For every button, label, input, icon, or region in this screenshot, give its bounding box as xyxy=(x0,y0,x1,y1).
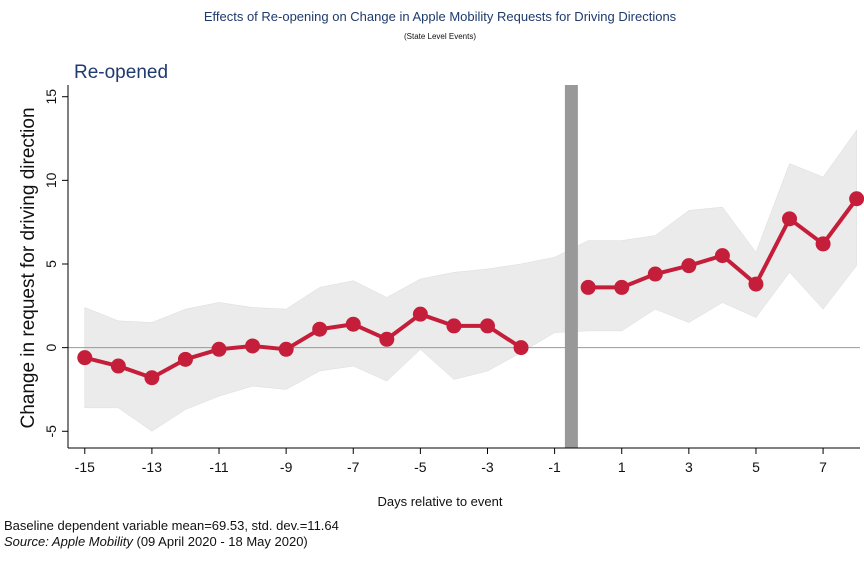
x-tick-label: -3 xyxy=(481,459,494,475)
data-point xyxy=(647,266,663,282)
x-tick-label: -1 xyxy=(548,459,561,475)
chart-subtitle: (State Level Events) xyxy=(404,32,476,41)
data-point xyxy=(110,358,126,374)
y-tick-label: 5 xyxy=(43,260,59,268)
data-point xyxy=(849,191,864,207)
data-point xyxy=(144,370,160,386)
data-point xyxy=(513,340,529,356)
data-point xyxy=(412,306,428,322)
y-tick-label: 15 xyxy=(43,89,59,105)
y-tick-label: -5 xyxy=(43,425,59,438)
x-tick-label: -15 xyxy=(75,459,95,475)
data-point xyxy=(345,316,361,332)
data-point xyxy=(748,276,764,292)
data-point xyxy=(782,211,798,227)
data-point xyxy=(312,321,328,337)
data-point xyxy=(714,248,730,264)
data-point xyxy=(681,258,697,274)
confidence-band xyxy=(84,129,857,432)
data-point xyxy=(614,279,630,295)
data-point xyxy=(815,236,831,252)
x-axis-label: Days relative to event xyxy=(377,494,502,509)
source: Source: Apple Mobility (09 April 2020 - … xyxy=(4,534,308,549)
data-point xyxy=(379,331,395,347)
x-tick-label: -5 xyxy=(414,459,427,475)
data-point xyxy=(278,341,294,357)
chart-title: Effects of Re-opening on Change in Apple… xyxy=(204,9,677,24)
source-period: (09 April 2020 - 18 May 2020) xyxy=(136,534,307,549)
event-line xyxy=(564,85,578,448)
y-tick-label: 10 xyxy=(43,172,59,188)
data-point xyxy=(245,338,261,354)
data-point xyxy=(446,318,462,334)
source-name: Source: Apple Mobility xyxy=(4,534,134,549)
note: Baseline dependent variable mean=69.53, … xyxy=(4,518,339,533)
x-tick-label: -9 xyxy=(280,459,293,475)
x-tick-label: 7 xyxy=(819,459,827,475)
data-point xyxy=(211,341,227,357)
data-point xyxy=(580,279,596,295)
x-tick-label: -7 xyxy=(347,459,360,475)
x-tick-label: -13 xyxy=(142,459,162,475)
x-tick-label: -11 xyxy=(209,459,228,475)
x-tick-label: 1 xyxy=(618,459,626,475)
data-point xyxy=(77,350,93,366)
y-axis-label: Change in request for driving direction xyxy=(18,107,39,428)
x-tick-label: 5 xyxy=(752,459,760,475)
y-tick-label: 0 xyxy=(43,344,59,352)
data-point xyxy=(479,318,495,334)
data-point xyxy=(177,351,193,367)
x-tick-label: 3 xyxy=(685,459,693,475)
panel-label: Re-opened xyxy=(74,62,168,83)
